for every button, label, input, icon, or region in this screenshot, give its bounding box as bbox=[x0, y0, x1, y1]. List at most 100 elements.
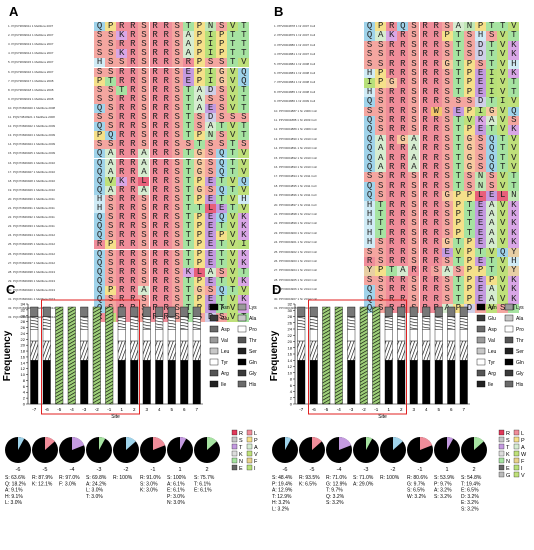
residue-cell: S bbox=[171, 167, 183, 177]
residue-cell: V bbox=[497, 200, 509, 210]
residue-cell: K bbox=[116, 176, 128, 186]
residue-cell: K bbox=[508, 49, 520, 60]
residue-cell: R bbox=[116, 194, 128, 204]
legend-swatch bbox=[476, 336, 486, 344]
residue-cell: S bbox=[116, 58, 128, 68]
y-tick-label: 24 bbox=[288, 327, 293, 332]
residue-cell: R bbox=[408, 265, 420, 276]
residue-cell: R bbox=[419, 200, 431, 210]
residue-cell: T bbox=[193, 203, 205, 214]
residue-cell: E bbox=[475, 284, 487, 295]
residue-cell: Q bbox=[364, 115, 376, 126]
pie-stat: R: 93.5% bbox=[299, 475, 320, 481]
residue-cell: R bbox=[127, 149, 139, 159]
residue-cell: A bbox=[486, 115, 498, 126]
residue-cell: D bbox=[475, 40, 487, 51]
y-tick-label: 6 bbox=[290, 383, 293, 388]
residue-cell: S bbox=[486, 30, 498, 41]
residue-cell: R bbox=[160, 203, 172, 214]
residue-cell: S bbox=[441, 171, 453, 182]
residue-cell: S bbox=[475, 134, 487, 145]
legend-swatch bbox=[476, 347, 486, 355]
residue-cell: S bbox=[441, 106, 453, 116]
residue-cell: T bbox=[182, 85, 194, 95]
residue-cell: E bbox=[205, 212, 217, 223]
y-tick-label: 10 bbox=[288, 370, 293, 375]
pie-legend-label: G bbox=[506, 473, 510, 479]
pie-legend-swatch bbox=[498, 464, 505, 471]
residue-cell: T bbox=[182, 276, 194, 286]
residue-cell: N bbox=[205, 21, 217, 32]
residue-cell: R bbox=[127, 231, 139, 241]
pie-stat: R: 100% bbox=[113, 475, 133, 481]
residue-cell: Q bbox=[238, 67, 250, 77]
pie-legend-swatch bbox=[498, 443, 505, 450]
sequence-name: 15. PQN73849925 1 Mellifera 2009 bbox=[8, 151, 56, 156]
residue-cell: S bbox=[171, 67, 183, 77]
residue-cell: G bbox=[463, 134, 475, 145]
pie-legend-label: F bbox=[521, 459, 525, 465]
residue-cell: P bbox=[193, 21, 205, 32]
residue-cell: T bbox=[452, 284, 464, 295]
residue-cell: S bbox=[171, 294, 183, 305]
residue-cell: G bbox=[441, 237, 453, 248]
residue-cell: H bbox=[508, 256, 520, 267]
residue-cell: T bbox=[375, 228, 387, 239]
y-tick-label: 8 bbox=[290, 377, 293, 382]
bar-segment bbox=[180, 316, 189, 330]
residue-cell: T bbox=[486, 40, 498, 51]
residue-cell: T bbox=[508, 303, 520, 314]
residue-cell: S bbox=[475, 153, 487, 163]
panel-label-b: B bbox=[274, 4, 284, 19]
residue-cell: S bbox=[94, 49, 106, 59]
y-axis-label: Frequency bbox=[2, 330, 13, 381]
y-tick-label: 12 bbox=[288, 364, 293, 369]
bar-segment bbox=[459, 316, 468, 330]
residue-cell: P bbox=[475, 265, 487, 276]
sequence-name: 22. PQN73849932 1 Mellifera 2011 bbox=[8, 215, 55, 220]
residue-cell: R bbox=[430, 115, 442, 126]
residue-cell: R bbox=[419, 228, 431, 239]
residue-cell: P bbox=[193, 222, 205, 232]
residue-cell: R bbox=[430, 218, 442, 229]
pie-legend-label: I bbox=[521, 466, 523, 472]
legend-swatch bbox=[476, 369, 486, 377]
residue-cell: R bbox=[419, 124, 431, 135]
residue-cell: S bbox=[105, 222, 117, 232]
residue-cell: K bbox=[182, 267, 194, 277]
residue-cell: S bbox=[138, 21, 150, 32]
pie-slice bbox=[420, 437, 433, 450]
residue-cell: V bbox=[497, 218, 509, 229]
y-tick-label: 18 bbox=[21, 349, 26, 354]
y-tick-label: 8 bbox=[23, 378, 26, 383]
residue-cell: K bbox=[116, 30, 128, 41]
residue-cell: R bbox=[364, 256, 376, 267]
residue-cell: R bbox=[116, 121, 128, 132]
bar-segment bbox=[155, 329, 164, 342]
pie-legend-label: L bbox=[521, 431, 524, 437]
residue-cell: E bbox=[475, 237, 487, 248]
residue-cell: S bbox=[463, 181, 475, 192]
residue-cell: R bbox=[149, 21, 161, 32]
residue-cell: R bbox=[149, 121, 161, 132]
legend-label: Lys bbox=[249, 305, 257, 311]
pie-site-label: -4 bbox=[70, 467, 75, 473]
residue-cell: S bbox=[94, 112, 106, 123]
residue-cell: T bbox=[182, 176, 194, 186]
residue-cell: S bbox=[408, 115, 420, 126]
residue-cell: R bbox=[116, 231, 128, 241]
legend-swatch bbox=[209, 358, 219, 366]
y-tick-label: 28 bbox=[21, 319, 26, 324]
legend-label: Tyr bbox=[221, 360, 228, 366]
residue-cell: I bbox=[205, 30, 217, 41]
residue-cell: R bbox=[419, 181, 431, 192]
residue-cell: P bbox=[216, 40, 228, 50]
y-tick-label: 20 bbox=[288, 339, 293, 344]
residue-cell: S bbox=[408, 106, 420, 116]
residue-cell: S bbox=[441, 228, 453, 239]
residue-cell: T bbox=[182, 103, 194, 113]
residue-cell: R bbox=[419, 59, 431, 69]
residue-cell: P bbox=[105, 285, 117, 295]
bar-segment bbox=[347, 316, 356, 330]
residue-cell: V bbox=[497, 181, 509, 192]
